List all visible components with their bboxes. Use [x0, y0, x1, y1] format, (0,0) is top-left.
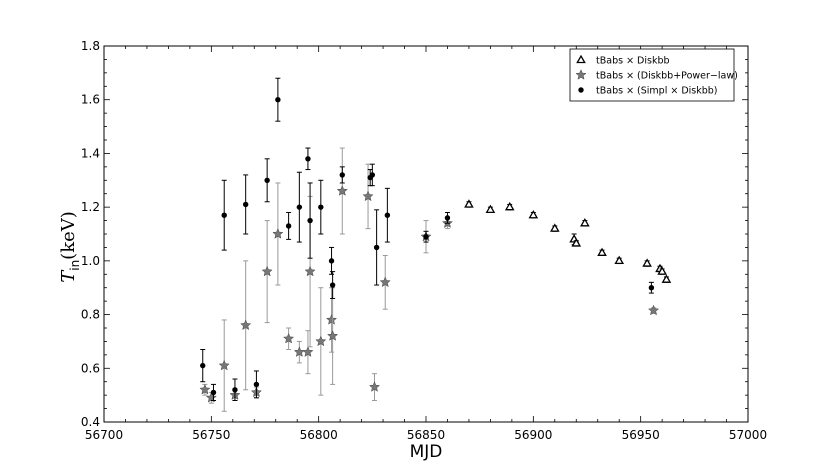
y-axis-label-main: T — [58, 269, 79, 283]
legend-box — [569, 48, 735, 102]
data-point — [261, 265, 273, 277]
data-point — [302, 346, 314, 357]
plot-frame — [103, 45, 749, 423]
data-point — [318, 204, 324, 210]
data-point — [571, 238, 582, 247]
data-point — [642, 258, 652, 267]
data-point — [325, 314, 338, 325]
data-point — [423, 233, 429, 240]
data-point — [614, 255, 625, 265]
data-point — [379, 276, 391, 288]
x-tick-label: 57000 — [729, 428, 767, 442]
data-point — [528, 209, 539, 219]
legend-label: tBabs × Diskbb — [596, 56, 670, 67]
legend-marker — [576, 54, 586, 64]
x-tick-label: 56950 — [622, 428, 660, 442]
x-tick-label: 56900 — [514, 428, 552, 442]
data-point — [336, 185, 348, 196]
data-point — [199, 383, 211, 395]
data-markers — [199, 77, 672, 412]
legend-label: tBabs × (Simpl × Diskbb) — [596, 86, 718, 97]
data-point — [296, 204, 303, 210]
x-tick-label: 56750 — [192, 428, 230, 442]
y-tick-label: 1.8 — [81, 39, 100, 53]
data-point — [218, 359, 230, 371]
data-point — [373, 244, 380, 251]
y-tick-label: 1.4 — [81, 146, 100, 160]
data-point — [362, 190, 374, 202]
data-point — [549, 223, 560, 232]
data-point — [657, 266, 667, 275]
data-point — [504, 201, 515, 211]
data-point — [283, 332, 295, 344]
x-tick-labels: 56700 56750 56800 56850 56900 56950 57000 — [85, 428, 767, 442]
data-point — [339, 172, 345, 178]
data-point — [384, 212, 391, 218]
data-point — [221, 212, 227, 218]
data-point — [328, 258, 335, 264]
data-point — [242, 201, 249, 208]
data-point — [264, 177, 270, 183]
data-point — [232, 387, 238, 393]
x-axis-label: MJD — [410, 442, 443, 462]
data-point — [369, 172, 376, 178]
y-tick-label: 1.2 — [81, 200, 100, 214]
y-axis-label-sub: in — [68, 260, 82, 271]
y-tick-labels: 0.4 0.6 0.8 1.0 1.2 1.4 1.6 1.8 — [81, 39, 100, 429]
legend: tBabs × Diskbb tBabs × (Diskbb+Power−law)… — [569, 48, 738, 102]
data-point — [240, 319, 252, 331]
series-filled-circle — [200, 77, 655, 402]
data-point — [661, 274, 672, 283]
data-point — [307, 217, 313, 224]
data-point — [597, 247, 607, 256]
data-point — [305, 156, 311, 162]
y-axis-label-unit: (keV) — [58, 211, 79, 260]
x-tick-label: 56800 — [300, 428, 338, 442]
data-point — [368, 381, 381, 392]
data-point — [285, 223, 292, 229]
data-point — [580, 218, 590, 227]
data-point — [304, 265, 316, 277]
y-tick-label: 1.6 — [81, 93, 100, 107]
data-point — [647, 304, 660, 316]
data-point — [253, 381, 260, 388]
x-tick-label: 56850 — [407, 428, 445, 442]
svg-text:Tin(keV): Tin(keV) — [58, 211, 82, 283]
data-point — [329, 282, 336, 288]
data-point — [210, 389, 217, 396]
data-point — [275, 97, 281, 103]
data-point — [272, 228, 284, 239]
series-star — [199, 147, 660, 412]
data-point — [200, 362, 206, 369]
y-tick-label: 0.8 — [81, 308, 100, 322]
legend-marker — [578, 87, 584, 93]
legend-label: tBabs × (Diskbb+Power−law) — [596, 71, 738, 82]
series-open-triangle — [464, 199, 672, 283]
data-point — [485, 204, 496, 214]
y-tick-label: 0.4 — [81, 415, 100, 429]
data-point — [327, 330, 339, 341]
data-point — [444, 215, 451, 221]
legend-marker — [575, 69, 587, 80]
data-point — [648, 285, 655, 291]
y-axis-label: Tin(keV) — [58, 211, 82, 283]
y-tick-label: 0.6 — [81, 361, 100, 375]
x-tick-label: 56700 — [85, 428, 123, 442]
y-tick-label: 1.0 — [81, 254, 100, 268]
data-point — [315, 335, 327, 347]
data-point — [464, 199, 474, 208]
